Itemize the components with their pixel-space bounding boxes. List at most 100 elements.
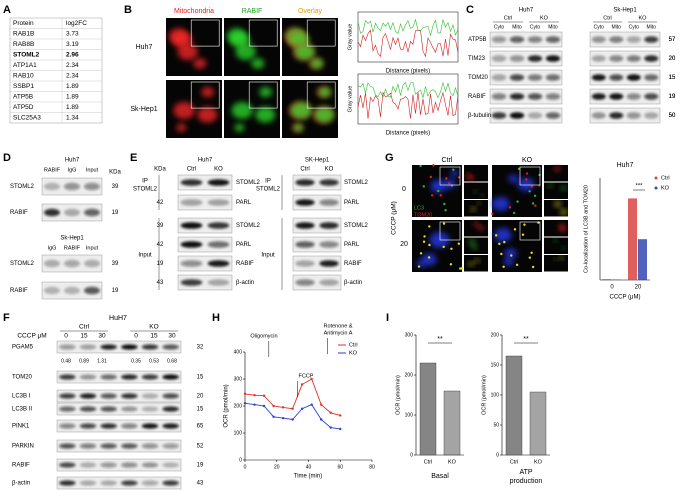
blot-band: [162, 406, 179, 412]
point: [339, 427, 342, 431]
blot-band: [59, 462, 76, 468]
blot-band: [141, 480, 159, 486]
blot-band: [626, 55, 641, 62]
blot-band: [609, 74, 624, 81]
x-tick-label: 20: [635, 285, 642, 291]
panel-label: I: [386, 312, 389, 324]
cell-signal: [473, 190, 478, 193]
blot-band: [295, 241, 315, 248]
protein-label: LC3B I: [12, 394, 31, 400]
blot-band: [295, 222, 315, 229]
point: [310, 377, 313, 381]
protein-label: PARL: [236, 200, 252, 206]
blot-band: [545, 74, 561, 81]
blot-band: [79, 423, 97, 429]
cell-signal: [197, 106, 218, 123]
puncta: [432, 164, 435, 167]
table-cell: ATP1A1: [13, 62, 37, 69]
quantification: 0.53: [149, 358, 159, 364]
blot-band: [491, 36, 507, 43]
puncta: [533, 194, 537, 197]
blot-band: [162, 423, 179, 429]
blot-band: [180, 179, 203, 186]
blot-band: [121, 344, 138, 350]
blot-strip: [56, 458, 182, 472]
kda-label: 19: [157, 261, 164, 267]
puncta: [517, 167, 521, 170]
x-tick-label: 60: [337, 464, 343, 470]
puncta: [445, 177, 448, 180]
protein-label: RABIF: [236, 261, 254, 267]
lane-label: KO: [214, 167, 223, 173]
stain-label: TOM20: [414, 212, 432, 218]
x-tick-label: KO: [534, 459, 543, 465]
protein-label: RABIF: [12, 463, 30, 469]
y-tick-label: 0: [410, 452, 413, 458]
cell-signal: [559, 226, 566, 233]
blot-strip: [177, 236, 233, 253]
micrograph: [544, 182, 568, 199]
blot-band: [644, 55, 659, 62]
lane-label: IgG: [68, 167, 77, 173]
table-header: log2FC: [66, 20, 87, 27]
chart-title: Basal: [431, 473, 449, 480]
puncta: [500, 252, 503, 256]
blot-band: [141, 423, 159, 429]
puncta: [444, 208, 447, 212]
puncta: [534, 204, 537, 207]
significance: **: [437, 336, 443, 343]
inset-box: [190, 81, 220, 109]
intensity-profile: [357, 91, 459, 119]
puncta: [417, 265, 421, 268]
panel-label: C: [466, 4, 474, 16]
kda-label: 57: [669, 37, 676, 43]
kda-label: 32: [197, 345, 204, 351]
blot-band: [527, 36, 543, 43]
blot-band: [64, 259, 80, 268]
blot-strip: [56, 439, 182, 453]
blot-strip: [56, 402, 182, 416]
blot-band: [644, 93, 659, 100]
blot-strip: [489, 69, 563, 86]
table-cell: 1.89: [66, 93, 79, 100]
cell-signal: [554, 201, 561, 207]
annotation: Oligomycin: [250, 333, 277, 339]
point: [291, 418, 294, 421]
blot-band: [141, 344, 159, 350]
blot-strip: [589, 50, 661, 67]
cell-signal: [294, 43, 315, 60]
table-cell: STOML2: [13, 51, 40, 58]
bar: [443, 390, 461, 456]
bar: [505, 355, 523, 456]
group-label: Input: [138, 253, 152, 259]
blot-band: [100, 480, 117, 486]
blot-strip: [292, 236, 342, 253]
blot-band: [626, 112, 641, 119]
dose: 15: [80, 333, 88, 340]
quantification: 0.48: [61, 358, 71, 364]
blot-band: [207, 279, 230, 286]
puncta: [423, 235, 426, 238]
blot-band: [121, 443, 138, 449]
chart-title: production: [510, 478, 543, 485]
bar: [602, 279, 611, 280]
axis-label: CCCP (μM): [391, 201, 398, 235]
kda-label: 50: [669, 113, 676, 119]
cell-signal: [468, 261, 474, 266]
blot-band: [141, 462, 159, 468]
bar: [419, 362, 437, 456]
cell-signal: [293, 123, 304, 132]
axis-label: CCCP (μM): [609, 295, 640, 301]
blot-band: [207, 179, 230, 186]
axis-label: OCR (pmol/min): [224, 384, 230, 427]
blot-band: [319, 199, 339, 206]
group-label: STOML2: [133, 187, 158, 193]
point: [329, 411, 332, 414]
blot-band: [100, 374, 117, 380]
line: [244, 378, 341, 416]
protein-label: RABIF: [10, 210, 28, 216]
point: [253, 394, 256, 397]
puncta: [498, 242, 501, 246]
legend-label: KO: [349, 350, 358, 356]
table-cell: RAB1B: [13, 30, 34, 37]
